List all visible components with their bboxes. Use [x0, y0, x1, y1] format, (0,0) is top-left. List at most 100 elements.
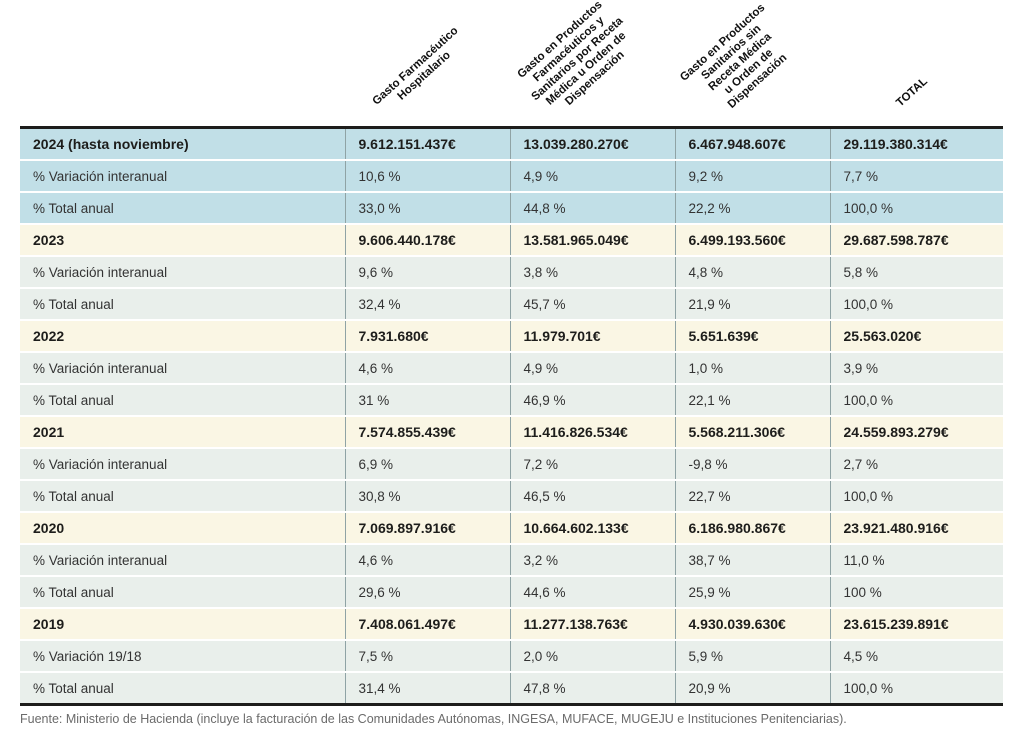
cell-total: 100,0 % — [829, 288, 1003, 321]
column-header-gasto-productos-sin-receta: Gasto en Productos Sanitarios sin Receta… — [678, 2, 790, 112]
cell-hospitalario: 9.606.440.178€ — [344, 224, 510, 257]
cell-hospitalario: 10,6 % — [344, 160, 510, 193]
cell-hospitalario: 31 % — [344, 384, 510, 417]
table-row-2024: 2024 (hasta noviembre) 9.612.151.437€ 13… — [20, 127, 1003, 161]
cell-total: 7,7 % — [829, 160, 1003, 193]
table-row-2022-total-anual: % Total anual 31 % 46,9 % 22,1 % 100,0 % — [20, 384, 1003, 417]
cell-con-receta: 11.416.826.534€ — [509, 416, 675, 449]
row-label: 2021 — [20, 416, 345, 449]
cell-sin-receta: 22,7 % — [674, 480, 830, 513]
cell-con-receta: 47,8 % — [509, 672, 675, 705]
cell-sin-receta: 1,0 % — [674, 352, 830, 385]
cell-total: 5,8 % — [829, 256, 1003, 289]
row-label: % Total anual — [20, 576, 345, 609]
cell-total: 4,5 % — [829, 640, 1003, 673]
table-row-2020-variacion: % Variación interanual 4,6 % 3,2 % 38,7 … — [20, 544, 1003, 577]
cell-sin-receta: 21,9 % — [674, 288, 830, 321]
cell-total: 100,0 % — [829, 384, 1003, 417]
pharma-spending-table: 2024 (hasta noviembre) 9.612.151.437€ 13… — [20, 126, 1003, 706]
cell-sin-receta: 9,2 % — [674, 160, 830, 193]
row-label: % Total anual — [20, 384, 345, 417]
cell-con-receta: 46,9 % — [509, 384, 675, 417]
cell-total: 100,0 % — [829, 672, 1003, 705]
cell-total: 25.563.020€ — [829, 320, 1003, 353]
row-label: % Variación interanual — [20, 352, 345, 385]
row-label: 2023 — [20, 224, 345, 257]
cell-con-receta: 3,2 % — [509, 544, 675, 577]
cell-hospitalario: 7,5 % — [344, 640, 510, 673]
cell-con-receta: 44,8 % — [509, 192, 675, 225]
table-row-2019-total-anual: % Total anual 31,4 % 47,8 % 20,9 % 100,0… — [20, 672, 1003, 705]
cell-sin-receta: 5.568.211.306€ — [674, 416, 830, 449]
column-header-gasto-farmaceutico-hospitalario: Gasto Farmacéutico Hospitalario — [370, 24, 461, 108]
cell-con-receta: 2,0 % — [509, 640, 675, 673]
cell-con-receta: 10.664.602.133€ — [509, 512, 675, 545]
cell-sin-receta: 6.186.980.867€ — [674, 512, 830, 545]
cell-total: 29.687.598.787€ — [829, 224, 1003, 257]
column-header-total: TOTAL — [894, 75, 930, 110]
row-label: % Total anual — [20, 288, 345, 321]
table-row-2021: 2021 7.574.855.439€ 11.416.826.534€ 5.56… — [20, 416, 1003, 449]
table-row-2023-total-anual: % Total anual 32,4 % 45,7 % 21,9 % 100,0… — [20, 288, 1003, 321]
cell-con-receta: 11.979.701€ — [509, 320, 675, 353]
row-label: % Variación interanual — [20, 544, 345, 577]
cell-total: 23.921.480.916€ — [829, 512, 1003, 545]
row-label: % Total anual — [20, 480, 345, 513]
cell-hospitalario: 33,0 % — [344, 192, 510, 225]
row-label: % Total anual — [20, 672, 345, 705]
cell-hospitalario: 7.931.680€ — [344, 320, 510, 353]
source-note: Fuente: Ministerio de Hacienda (incluye … — [20, 712, 847, 726]
cell-hospitalario: 4,6 % — [344, 544, 510, 577]
table-row-2022: 2022 7.931.680€ 11.979.701€ 5.651.639€ 2… — [20, 320, 1003, 353]
row-label: 2022 — [20, 320, 345, 353]
row-label: 2024 (hasta noviembre) — [20, 127, 345, 161]
cell-total: 2,7 % — [829, 448, 1003, 481]
cell-sin-receta: 5,9 % — [674, 640, 830, 673]
cell-hospitalario: 9,6 % — [344, 256, 510, 289]
cell-sin-receta: 22,2 % — [674, 192, 830, 225]
cell-con-receta: 13.039.280.270€ — [509, 127, 675, 161]
table-row-2023-variacion: % Variación interanual 9,6 % 3,8 % 4,8 %… — [20, 256, 1003, 289]
cell-sin-receta: 6.467.948.607€ — [674, 127, 830, 161]
cell-hospitalario: 31,4 % — [344, 672, 510, 705]
cell-sin-receta: 6.499.193.560€ — [674, 224, 830, 257]
cell-sin-receta: 25,9 % — [674, 576, 830, 609]
table-row-2021-total-anual: % Total anual 30,8 % 46,5 % 22,7 % 100,0… — [20, 480, 1003, 513]
cell-con-receta: 4,9 % — [509, 160, 675, 193]
cell-total: 11,0 % — [829, 544, 1003, 577]
row-label: % Variación interanual — [20, 256, 345, 289]
cell-sin-receta: 22,1 % — [674, 384, 830, 417]
table-row-2019-variacion: % Variación 19/18 7,5 % 2,0 % 5,9 % 4,5 … — [20, 640, 1003, 673]
cell-hospitalario: 32,4 % — [344, 288, 510, 321]
cell-sin-receta: 5.651.639€ — [674, 320, 830, 353]
cell-hospitalario: 9.612.151.437€ — [344, 127, 510, 161]
cell-total: 100 % — [829, 576, 1003, 609]
row-label: % Variación interanual — [20, 448, 345, 481]
cell-total: 24.559.893.279€ — [829, 416, 1003, 449]
row-label: % Variación interanual — [20, 160, 345, 193]
cell-sin-receta: -9,8 % — [674, 448, 830, 481]
cell-con-receta: 7,2 % — [509, 448, 675, 481]
cell-con-receta: 46,5 % — [509, 480, 675, 513]
table-row-2021-variacion: % Variación interanual 6,9 % 7,2 % -9,8 … — [20, 448, 1003, 481]
row-label: 2019 — [20, 608, 345, 641]
table-row-2019: 2019 7.408.061.497€ 11.277.138.763€ 4.93… — [20, 608, 1003, 641]
cell-con-receta: 13.581.965.049€ — [509, 224, 675, 257]
cell-total: 100,0 % — [829, 480, 1003, 513]
cell-hospitalario: 30,8 % — [344, 480, 510, 513]
row-label: % Variación 19/18 — [20, 640, 345, 673]
table-row-2024-variacion: % Variación interanual 10,6 % 4,9 % 9,2 … — [20, 160, 1003, 193]
cell-total: 100,0 % — [829, 192, 1003, 225]
table-row-2022-variacion: % Variación interanual 4,6 % 4,9 % 1,0 %… — [20, 352, 1003, 385]
cell-con-receta: 44,6 % — [509, 576, 675, 609]
table-row-2023: 2023 9.606.440.178€ 13.581.965.049€ 6.49… — [20, 224, 1003, 257]
cell-hospitalario: 4,6 % — [344, 352, 510, 385]
row-label: % Total anual — [20, 192, 345, 225]
table-row-2020: 2020 7.069.897.916€ 10.664.602.133€ 6.18… — [20, 512, 1003, 545]
cell-hospitalario: 7.574.855.439€ — [344, 416, 510, 449]
column-header-gasto-productos-con-receta: Gasto en Productos Farmacéuticos y Sanit… — [515, 0, 629, 109]
row-label: 2020 — [20, 512, 345, 545]
cell-sin-receta: 4.930.039.630€ — [674, 608, 830, 641]
cell-con-receta: 3,8 % — [509, 256, 675, 289]
cell-hospitalario: 6,9 % — [344, 448, 510, 481]
